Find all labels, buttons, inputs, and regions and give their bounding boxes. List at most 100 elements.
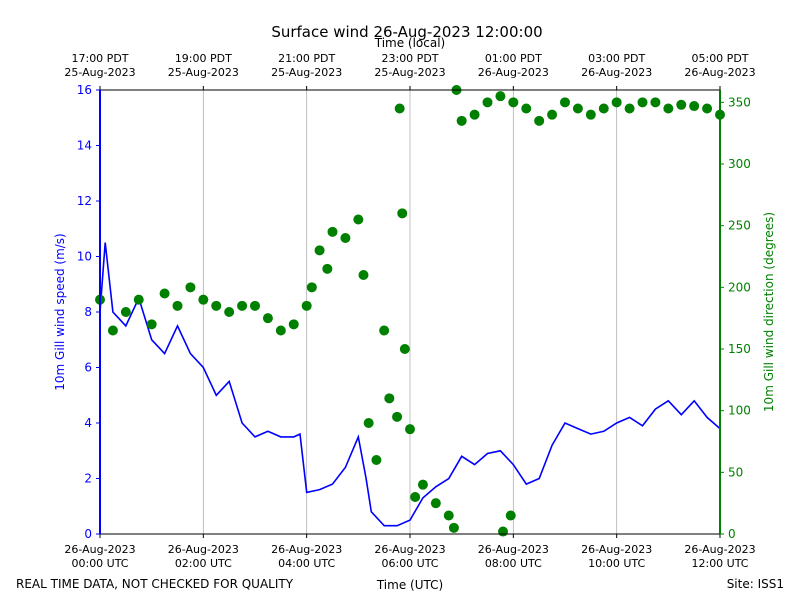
direction-point (560, 97, 570, 108)
y-tick-label: 12 (77, 194, 92, 208)
x-tick-label: 26-Aug-2023 12:00 UTC (684, 543, 755, 570)
direction-point (397, 208, 408, 219)
direction-point (676, 99, 687, 110)
direction-point (547, 109, 558, 120)
y-tick-label: 0 (84, 527, 92, 541)
x-axis-label: Time (UTC) (376, 578, 443, 592)
x2-tick-label: 21:00 PDT 25-Aug-2023 (271, 52, 342, 79)
direction-point (371, 455, 382, 465)
y-tick-label: 6 (84, 361, 92, 375)
direction-point (358, 270, 369, 280)
y-tick-label: 2 (84, 472, 92, 486)
x-tick-label: 26-Aug-2023 00:00 UTC (64, 543, 135, 570)
direction-point (211, 300, 222, 311)
direction-point (498, 526, 508, 537)
site-label: Site: ISS1 (727, 577, 784, 591)
y2-tick-label: 50 (728, 465, 743, 479)
direction-point (353, 214, 364, 225)
x-tick-label: 26-Aug-2023 08:00 UTC (478, 543, 549, 570)
direction-point (322, 263, 333, 274)
y2-tick-label: 350 (728, 95, 751, 109)
y2-tick-label: 250 (728, 219, 751, 233)
x2-axis-label: Time (local) (374, 36, 446, 50)
direction-point (306, 282, 317, 293)
direction-point (410, 492, 421, 502)
x2-tick-label: 17:00 PDT 25-Aug-2023 (64, 52, 135, 79)
direction-point (399, 344, 410, 354)
direction-point (495, 91, 506, 102)
direction-point (448, 522, 459, 533)
x-tick-label: 26-Aug-2023 10:00 UTC (581, 543, 652, 570)
direction-point (505, 510, 516, 521)
direction-point (384, 393, 395, 404)
x2-tick-label: 03:00 PDT 26-Aug-2023 (581, 52, 652, 79)
y2-tick-label: 150 (728, 342, 751, 356)
y-tick-label: 4 (84, 416, 92, 430)
direction-point (430, 498, 441, 509)
x2-tick-label: 05:00 PDT 26-Aug-2023 (684, 52, 755, 79)
direction-point (363, 418, 374, 428)
y2-tick-label: 0 (728, 527, 736, 541)
direction-point (598, 103, 609, 114)
y2-tick-label: 100 (728, 404, 751, 418)
y-tick-label: 14 (77, 139, 92, 153)
direction-point (327, 226, 338, 237)
direction-point (301, 300, 312, 311)
direction-point (443, 510, 454, 521)
chart-title: Surface wind 26-Aug-2023 12:00:00 (271, 23, 542, 41)
direction-point (650, 97, 661, 108)
direction-point (417, 479, 428, 490)
direction-point (534, 115, 545, 126)
direction-point (159, 288, 170, 299)
direction-point (663, 103, 674, 114)
direction-point (340, 233, 351, 243)
direction-point (405, 424, 415, 435)
y-tick-label: 8 (84, 305, 92, 319)
direction-point (482, 97, 493, 108)
y2-tick-label: 300 (728, 157, 751, 171)
direction-point (521, 103, 532, 114)
direction-point (133, 294, 144, 305)
x-tick-label: 26-Aug-2023 06:00 UTC (374, 543, 445, 570)
direction-point (120, 307, 131, 317)
direction-point (146, 319, 157, 330)
direction-point (392, 411, 403, 422)
x-tick-label: 26-Aug-2023 02:00 UTC (168, 543, 239, 570)
x-tick-label: 26-Aug-2023 04:00 UTC (271, 543, 342, 570)
y-tick-label: 16 (77, 83, 92, 97)
direction-point (314, 245, 325, 256)
y2-axis-label: 10m Gill wind direction (degrees) (762, 212, 776, 412)
direction-point (262, 313, 273, 324)
x2-tick-label: 01:00 PDT 26-Aug-2023 (478, 52, 549, 79)
speed-line (99, 242, 721, 527)
x2-tick-label: 19:00 PDT 25-Aug-2023 (168, 52, 239, 79)
y-axis-label: 10m Gill wind speed (m/s) (53, 233, 67, 391)
direction-point (185, 282, 196, 293)
direction-point (288, 319, 299, 330)
x2-tick-label: 23:00 PDT 25-Aug-2023 (374, 52, 445, 79)
direction-point (624, 103, 635, 114)
direction-point (689, 101, 700, 112)
direction-point (275, 325, 286, 336)
footer-note: REAL TIME DATA, NOT CHECKED FOR QUALITY (16, 577, 294, 591)
direction-point (572, 103, 583, 114)
y2-tick-label: 200 (728, 280, 751, 294)
direction-point (456, 115, 467, 126)
direction-point (198, 294, 209, 305)
direction-point (394, 103, 405, 114)
direction-point (469, 109, 480, 120)
direction-point (107, 325, 118, 336)
direction-point (379, 325, 390, 336)
direction-point (172, 300, 183, 311)
direction-point (637, 97, 648, 108)
direction-point (250, 300, 260, 311)
direction-point (702, 103, 713, 114)
y-tick-label: 10 (77, 250, 92, 264)
direction-point (237, 300, 248, 311)
direction-point (611, 97, 622, 108)
direction-point (224, 307, 235, 317)
direction-point (585, 109, 596, 120)
direction-point (508, 97, 519, 108)
